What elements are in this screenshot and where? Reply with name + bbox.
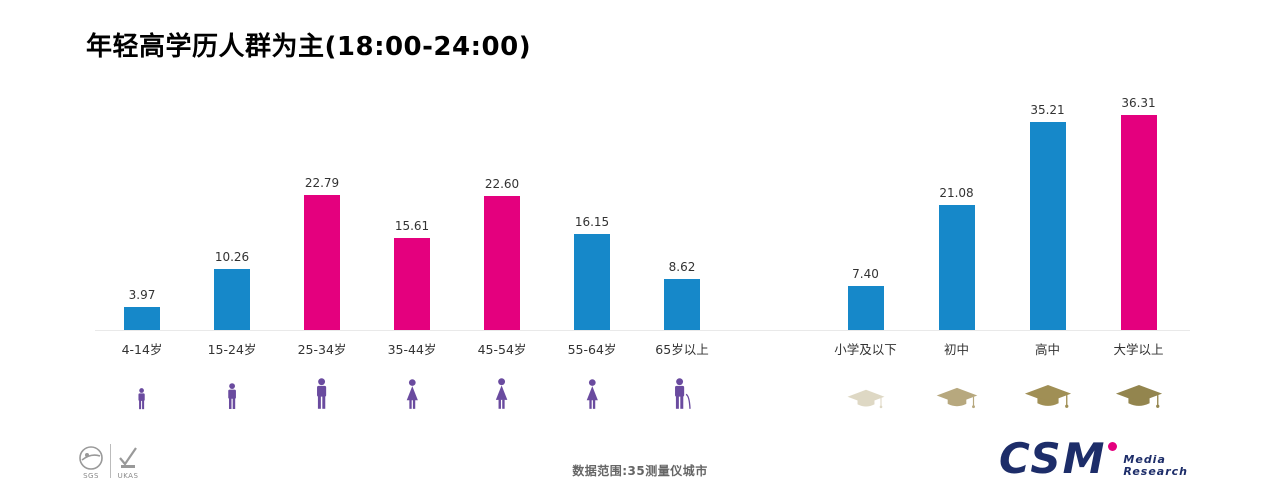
age-bar-group: 3.97 4-14岁 10.26 15-24岁 22.79 25-34岁 15.61 3… — [97, 94, 727, 410]
sgs-logo-icon — [79, 446, 103, 470]
bar-column: 21.08 初中 — [911, 94, 1002, 410]
bar-area: 36.31 — [1120, 94, 1157, 330]
bar-area: 35.21 — [1029, 94, 1066, 330]
education-bar-group: 7.40 小学及以下 21.08 初中 35.21 高中 36.31 大学以上 — [820, 94, 1184, 410]
cert-label: UKAS — [117, 472, 139, 480]
bar — [664, 279, 700, 330]
csm-logo: CSM Media Research — [999, 434, 1188, 483]
bar-column: 22.79 25-34岁 — [277, 94, 367, 410]
person-female-icon — [403, 364, 422, 410]
person-male-icon — [224, 364, 240, 410]
bar-value-label: 3.97 — [128, 287, 156, 302]
csm-sub-line1: Media — [1123, 453, 1166, 466]
cert-ukas: UKAS — [117, 445, 139, 480]
bar-area: 3.97 — [124, 94, 160, 330]
cert-label: SGS — [83, 472, 99, 480]
category-label: 4-14岁 — [121, 342, 163, 357]
grad-cap-icon — [1114, 364, 1164, 410]
certification-logos: SGS UKAS — [78, 444, 145, 480]
category-label: 25-34岁 — [297, 342, 347, 357]
category-label: 初中 — [943, 342, 969, 357]
grad-cap-icon — [846, 364, 886, 410]
bar-column: 36.31 大学以上 — [1093, 94, 1184, 410]
csm-logo-subtext: Media Research — [1123, 454, 1188, 478]
person-male-icon — [312, 364, 331, 410]
bar-area: 7.40 — [847, 94, 884, 330]
bar — [304, 195, 340, 330]
bar — [214, 269, 250, 330]
bar — [484, 196, 520, 330]
category-label: 大学以上 — [1113, 342, 1164, 357]
bar — [1120, 115, 1157, 330]
bar-value-label: 10.26 — [214, 250, 250, 265]
category-label: 15-24岁 — [207, 342, 257, 357]
bar-area: 22.60 — [484, 94, 520, 330]
bar-area: 21.08 — [938, 94, 975, 330]
bar — [1029, 121, 1066, 330]
bar — [847, 286, 884, 330]
bar-column: 8.62 65岁以上 — [637, 94, 727, 410]
ukas-logo-icon — [119, 447, 137, 468]
bar-column: 10.26 15-24岁 — [187, 94, 277, 410]
bar-area: 16.15 — [574, 94, 610, 330]
bar-value-label: 21.08 — [939, 186, 974, 201]
page-title: 年轻高学历人群为主(18:00-24:00) — [86, 32, 532, 62]
person-cane-icon — [670, 364, 694, 410]
cert-divider — [110, 444, 111, 478]
category-label: 高中 — [1034, 342, 1060, 357]
bar-value-label: 16.15 — [574, 215, 610, 230]
bar-area: 8.62 — [664, 94, 700, 330]
chart-baseline — [95, 330, 1190, 331]
category-label: 65岁以上 — [655, 342, 709, 357]
bar — [938, 205, 975, 330]
bar — [574, 234, 610, 330]
bar-value-label: 22.79 — [304, 176, 340, 191]
category-label: 45-54岁 — [477, 342, 527, 357]
bar-value-label: 7.40 — [852, 267, 879, 282]
bar-column: 3.97 4-14岁 — [97, 94, 187, 410]
bar-column: 16.15 55-64岁 — [547, 94, 637, 410]
bar-column: 15.61 35-44岁 — [367, 94, 457, 410]
csm-logo-text: CSM — [999, 434, 1107, 483]
cert-sgs: SGS — [78, 445, 104, 480]
category-label: 35-44岁 — [387, 342, 437, 357]
grad-cap-icon — [1023, 364, 1073, 410]
bar — [124, 306, 160, 330]
person-female-icon — [492, 364, 511, 410]
person-female-icon — [583, 364, 602, 410]
bar-column: 35.21 高中 — [1002, 94, 1093, 410]
bar-chart: 3.97 4-14岁 10.26 15-24岁 22.79 25-34岁 15.61 3… — [0, 94, 1184, 410]
bar — [394, 237, 430, 330]
category-label: 小学及以下 — [834, 342, 897, 357]
bar-value-label: 36.31 — [1121, 96, 1156, 110]
bar-value-label: 15.61 — [394, 218, 430, 233]
bar-area: 15.61 — [394, 94, 430, 330]
csm-sub-line2: Research — [1123, 465, 1188, 478]
bar-column: 22.60 45-54岁 — [457, 94, 547, 410]
bar-area: 22.79 — [304, 94, 340, 330]
bar-value-label: 22.60 — [484, 177, 520, 192]
bar-value-label: 8.62 — [668, 260, 696, 274]
person-child-icon — [135, 364, 148, 410]
bar-value-label: 35.21 — [1030, 102, 1065, 117]
category-label: 55-64岁 — [567, 342, 617, 357]
bar-column: 7.40 小学及以下 — [820, 94, 911, 410]
data-scope-note: 数据范围:35测量仪城市 — [572, 464, 708, 478]
magenta-dot-icon — [1108, 442, 1118, 451]
bar-area: 10.26 — [214, 94, 250, 330]
grad-cap-icon — [935, 364, 979, 410]
